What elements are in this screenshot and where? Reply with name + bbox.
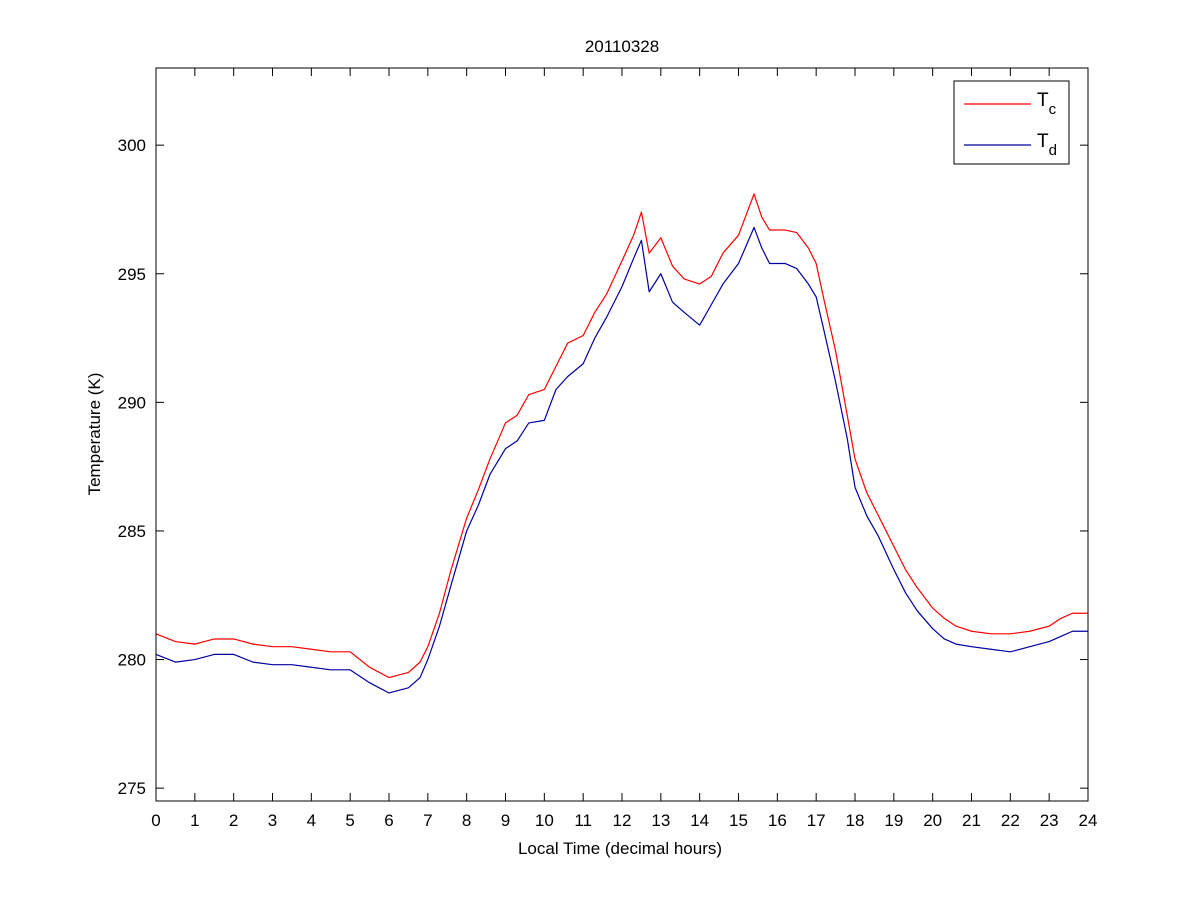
x-tick-label: 3 (268, 811, 277, 830)
series-layer (155, 193, 1088, 694)
x-tick-label: 2 (229, 811, 238, 830)
x-tick-label: 10 (535, 811, 554, 830)
legend-box (953, 80, 1070, 165)
legend-label-main: T (1037, 90, 1049, 111)
legend-label: Td (1037, 131, 1057, 159)
x-tick-label: 11 (574, 811, 592, 830)
x-tick-label: 1 (190, 811, 199, 830)
legend-label-subscript: d (1049, 142, 1057, 159)
y-tick-label: 280 (118, 651, 146, 670)
x-tick-label: 24 (1079, 811, 1098, 830)
series-line-Td (155, 226, 1088, 694)
x-tick-label: 9 (501, 811, 510, 830)
y-tick-label: 295 (118, 265, 146, 284)
x-tick-label: 7 (423, 811, 432, 830)
y-axis-label: Temperature (K) (85, 373, 104, 496)
x-tick-label: 19 (884, 811, 903, 830)
x-tick-label: 5 (345, 811, 354, 830)
x-tick-label: 23 (1040, 811, 1059, 830)
legend-label-main: T (1037, 131, 1049, 152)
legend-label-subscript: c (1049, 101, 1057, 118)
x-tick-label: 15 (729, 811, 748, 830)
y-tick-label: 290 (118, 393, 146, 412)
x-tick-label: 22 (1001, 811, 1020, 830)
series-line-Tc (155, 193, 1088, 679)
x-tick-label: 6 (384, 811, 393, 830)
y-tick-label: 300 (118, 136, 146, 155)
chart-title: 20110328 (585, 37, 659, 56)
x-tick-label: 20 (923, 811, 942, 830)
x-tick-label: 16 (768, 811, 787, 830)
x-tick-label: 4 (307, 811, 316, 830)
x-tick-label: 21 (962, 811, 981, 830)
x-axis-label: Local Time (decimal hours) (518, 839, 722, 858)
legend-label: Tc (1037, 90, 1057, 118)
plot-background (156, 68, 1088, 801)
x-tick-label: 12 (613, 811, 632, 830)
y-tick-label: 275 (118, 779, 146, 798)
x-tick-label: 17 (807, 811, 826, 830)
x-tick-label: 13 (651, 811, 670, 830)
x-tick-label: 8 (462, 811, 471, 830)
x-tick-label: 0 (151, 811, 160, 830)
ticks-layer: 0 1 2 3 4 5 6 7 8 9 10 11 12 13 14 15 16 17 18 19 20 21 22 23 24… (118, 68, 1098, 830)
x-tick-label: 18 (846, 811, 865, 830)
y-tick-label: 285 (118, 522, 146, 541)
x-tick-label: 14 (690, 811, 709, 830)
